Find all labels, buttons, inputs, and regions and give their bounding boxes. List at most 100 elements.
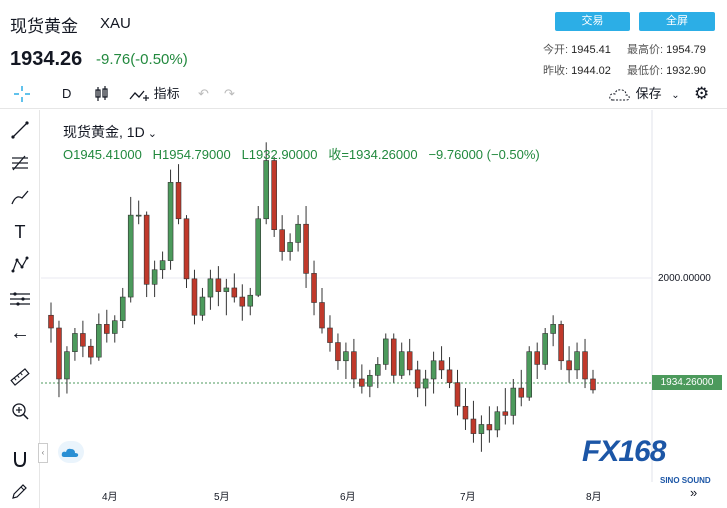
candle-down: [104, 324, 110, 334]
collapse-toolbar-button[interactable]: ‹: [38, 443, 48, 463]
weather-cloud-icon: [61, 448, 79, 457]
candle-down: [359, 378, 365, 387]
price-chart[interactable]: [41, 110, 727, 482]
scroll-to-latest-button[interactable]: »: [690, 485, 697, 500]
chart-type-button[interactable]: [94, 84, 110, 104]
candle-down: [191, 278, 198, 316]
candle-down: [566, 360, 572, 371]
back-tool[interactable]: ←: [8, 321, 32, 345]
fx168-logo: FX168: [582, 435, 666, 468]
candle-down: [175, 182, 182, 220]
price-axis-label: 2000.00000: [658, 273, 711, 284]
chevron-left-icon: ‹: [41, 448, 45, 457]
ruler-tool[interactable]: [8, 365, 32, 389]
trend-line-tool[interactable]: [8, 118, 32, 142]
candle-up: [111, 320, 118, 334]
trend-line-icon: [11, 121, 29, 139]
candle-down: [319, 302, 325, 329]
candle-up: [494, 411, 501, 431]
cloud-sync-button[interactable]: [58, 441, 84, 463]
save-label: 保存: [635, 86, 662, 101]
toolbar-divider: [0, 108, 727, 109]
candle-down: [335, 342, 341, 362]
candle-down: [406, 351, 413, 371]
legend-close: 收=1934.26000: [328, 147, 418, 162]
candle-up: [159, 260, 166, 271]
legend-high: H1954.79000: [152, 147, 231, 162]
candle-up: [167, 182, 174, 261]
candle-down: [534, 351, 540, 365]
x-label-apr: 4月: [102, 492, 118, 503]
save-button[interactable]: 保存 ⌄: [608, 84, 680, 104]
candle-up: [382, 338, 389, 365]
candle-down: [303, 223, 309, 274]
candle-down: [327, 327, 333, 343]
candle-up: [422, 378, 429, 389]
candle-up: [398, 351, 405, 376]
candle-down: [590, 378, 596, 391]
instrument-symbol: XAU: [100, 15, 131, 32]
settings-button[interactable]: ⚙: [694, 84, 709, 104]
ruler-icon: [10, 368, 30, 386]
indicators-label: 指标: [153, 86, 180, 101]
candle-up: [72, 333, 78, 352]
candle-down: [446, 369, 453, 383]
chevron-down-icon: ⌄: [671, 90, 680, 101]
text-tool[interactable]: T: [8, 220, 32, 244]
candle-down: [88, 345, 94, 358]
magnet-tool[interactable]: [8, 447, 32, 471]
price-change: -9.76(-0.50%): [96, 51, 188, 68]
candle-up: [263, 160, 269, 220]
cloud-icon: [609, 88, 630, 101]
low-stat: 最低价: 1932.90: [627, 65, 706, 77]
candle-up: [574, 351, 580, 371]
pattern-icon: [11, 256, 29, 273]
legend-change: −9.76000 (−0.50%): [428, 147, 540, 162]
candle-down: [518, 387, 525, 398]
candle-down: [454, 382, 461, 407]
legend-open: O1945.41000: [63, 147, 142, 162]
candle-down: [438, 360, 445, 371]
magnet-icon: [14, 452, 26, 468]
candle-up: [207, 278, 214, 298]
interval-selector[interactable]: D: [62, 86, 72, 101]
candle-down: [271, 160, 277, 230]
candle-up: [151, 269, 158, 285]
chevron-down-icon: ⌄: [144, 128, 157, 140]
candle-down: [143, 214, 150, 285]
crosshair-icon: [14, 86, 30, 102]
open-stat: 今开: 1945.41: [543, 44, 611, 56]
measure-lines-tool[interactable]: [8, 287, 32, 311]
candle-down: [56, 327, 62, 380]
pattern-tool[interactable]: [8, 253, 32, 277]
crosshair-tool-top[interactable]: [12, 84, 32, 104]
prev-close-stat: 昨收: 1944.02: [543, 65, 611, 77]
candle-up: [64, 351, 70, 380]
trade-button[interactable]: 交易: [555, 12, 630, 31]
candle-up: [127, 214, 134, 298]
indicators-button[interactable]: 指标: [128, 84, 180, 104]
candle-up: [135, 214, 142, 217]
back-arrow-icon: ←: [10, 321, 30, 344]
measure-lines-icon: [10, 292, 30, 306]
last-price-tag: 1934.26000: [652, 375, 722, 390]
undo-icon: ↶: [198, 86, 209, 101]
indicators-icon: [129, 90, 149, 101]
chart-legend-title[interactable]: 现货黄金, 1D ⌄: [63, 124, 157, 140]
brush-tool[interactable]: [8, 186, 32, 210]
candle-down: [470, 418, 477, 434]
fullscreen-button[interactable]: 全屏: [639, 12, 715, 31]
last-price: 1934.26: [10, 48, 83, 70]
zoom-icon: [12, 403, 29, 420]
pencil-lock-icon: [12, 484, 27, 499]
gear-icon: ⚙: [694, 84, 710, 103]
candle-up: [295, 223, 301, 243]
pencil-lock-tool[interactable]: [8, 479, 32, 503]
candle-down: [231, 287, 238, 298]
fib-tool[interactable]: [8, 151, 32, 175]
candle-down: [239, 296, 246, 307]
redo-button[interactable]: ↷: [224, 84, 235, 104]
candle-up: [343, 351, 349, 362]
undo-button[interactable]: ↶: [198, 84, 209, 104]
zoom-tool[interactable]: [8, 399, 32, 423]
